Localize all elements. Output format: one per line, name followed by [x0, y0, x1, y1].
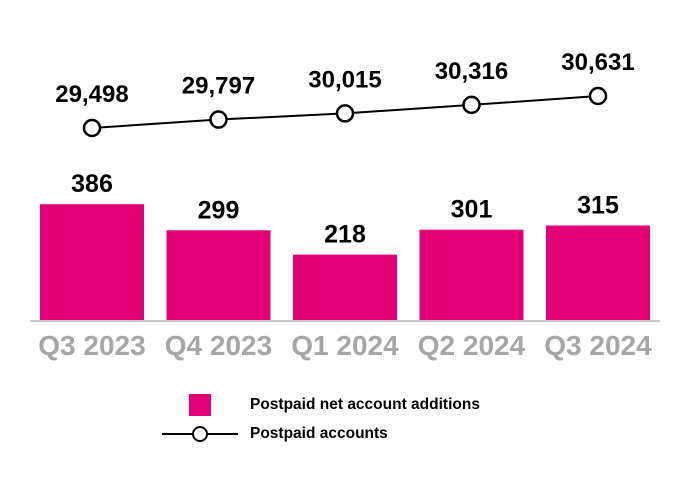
line-marker-q1-2024	[335, 104, 355, 123]
legend-icon-col	[158, 394, 242, 416]
category-label-q3-2023: Q3 2023	[38, 330, 145, 361]
legend-item-bar: Postpaid net account additions	[158, 393, 480, 417]
line-value-label-q3-2023: 29,498	[55, 81, 128, 108]
line-value-label-q4-2023: 29,797	[182, 73, 255, 100]
category-label-q3-2024: Q3 2024	[544, 330, 652, 361]
legend-icon-col	[158, 424, 242, 444]
line-marker-q3-2024	[588, 86, 608, 106]
category-label-q4-2023: Q4 2023	[165, 330, 272, 361]
legend: Postpaid net account additions Postpaid …	[158, 393, 480, 446]
category-label-q1-2024: Q1 2024	[291, 330, 399, 361]
bar-value-label-q1-2024: 218	[324, 221, 366, 249]
line-value-label-q3-2024: 30,631	[561, 49, 634, 76]
legend-item-line: Postpaid accounts	[158, 422, 480, 446]
line-value-label-q2-2024: 30,316	[435, 58, 508, 85]
legend-line-marker-icon	[162, 426, 238, 442]
bar-q3-2023	[40, 204, 144, 320]
legend-line-label: Postpaid accounts	[250, 425, 388, 442]
bar-value-label-q4-2023: 299	[198, 196, 240, 224]
bar-q2-2024	[419, 229, 524, 320]
bar-q3-2024	[546, 225, 650, 320]
legend-bar-label: Postpaid net account additions	[250, 396, 480, 413]
bar-q4-2023	[166, 230, 271, 320]
category-label-q2-2024: Q2 2024	[418, 330, 526, 361]
line-marker-q3-2023	[82, 118, 102, 138]
line-marker-q4-2023	[209, 110, 228, 129]
bar-q1-2024	[293, 254, 397, 320]
line-value-label-q1-2024: 30,015	[308, 66, 381, 93]
line-marker-q2-2024	[462, 95, 481, 115]
bar-value-label-q2-2024: 301	[451, 196, 493, 224]
legend-bar-swatch-icon	[189, 394, 211, 416]
bar-value-label-q3-2024: 315	[577, 192, 619, 220]
bar-value-label-q3-2023: 386	[71, 170, 113, 198]
chart-canvas: 386 299 218 301 315 29,498 29,797 30,015 30,316 3…	[30, 49, 660, 361]
